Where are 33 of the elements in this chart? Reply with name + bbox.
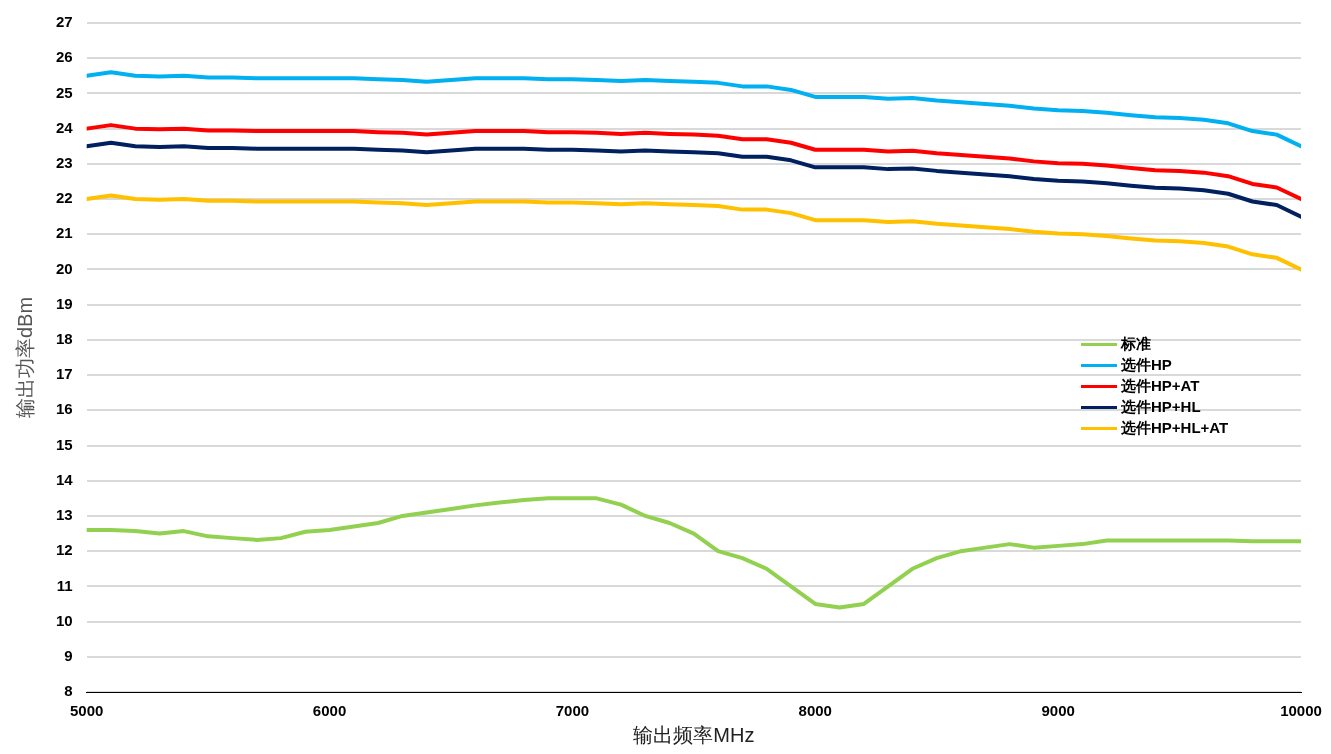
legend-label: 选件HP+AT	[1120, 376, 1200, 394]
y-tick-label: 26	[56, 48, 73, 66]
legend-label: 选件HP+HL	[1120, 397, 1201, 415]
x-tick-label: 10000	[1280, 702, 1322, 720]
y-tick-label: 23	[56, 153, 73, 171]
legend-label: 标准	[1120, 334, 1151, 352]
y-tick-label: 19	[56, 294, 73, 312]
y-tick-label: 27	[56, 13, 73, 31]
y-tick-label: 15	[56, 435, 73, 453]
y-tick-label: 8	[64, 682, 73, 700]
y-tick-label: 10	[56, 611, 73, 629]
y-tick-label: 24	[56, 118, 74, 136]
x-tick-label: 6000	[312, 702, 347, 720]
y-tick-label: 22	[56, 189, 73, 207]
y-axis-title: 输出功率dBm	[13, 296, 36, 419]
x-axis-title: 输出频率MHz	[633, 723, 755, 746]
x-tick-label: 5000	[70, 702, 104, 720]
y-tick-label: 13	[56, 506, 73, 524]
y-tick-label: 25	[56, 83, 73, 101]
y-tick-label: 16	[56, 400, 73, 418]
legend-label: 选件HP+HL+AT	[1120, 418, 1229, 436]
y-tick-label: 18	[56, 330, 73, 348]
x-tick-label: 8000	[798, 702, 832, 720]
y-tick-label: 12	[56, 541, 73, 559]
y-tick-label: 21	[56, 224, 73, 242]
y-tick-label: 17	[56, 365, 73, 383]
x-tick-label: 7000	[555, 702, 590, 720]
y-tick-label: 9	[64, 646, 73, 664]
x-tick-label: 9000	[1041, 702, 1075, 720]
y-tick-label: 14	[56, 470, 74, 488]
legend-label: 选件HP	[1120, 355, 1172, 373]
y-tick-label: 11	[56, 576, 73, 594]
y-tick-label: 20	[56, 259, 73, 277]
